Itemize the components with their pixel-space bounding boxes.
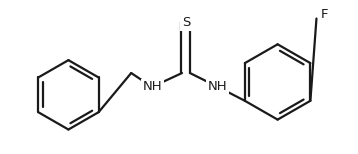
Text: F: F (320, 8, 328, 21)
Text: NH: NH (208, 80, 228, 93)
Text: S: S (182, 16, 190, 29)
Text: NH: NH (142, 80, 162, 93)
